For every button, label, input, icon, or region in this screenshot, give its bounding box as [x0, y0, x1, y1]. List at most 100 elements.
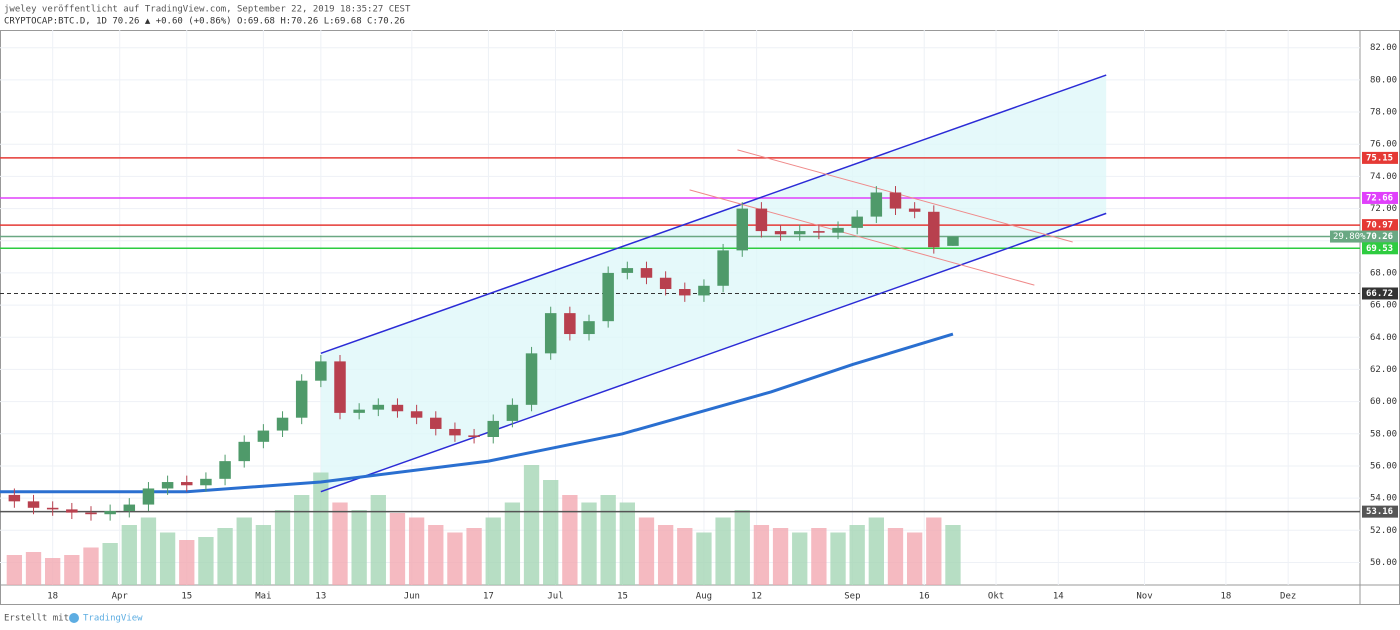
volume-bar: [868, 517, 884, 585]
volume-bar: [351, 510, 367, 585]
volume-bar: [677, 528, 693, 585]
channel-line: [320, 212, 1107, 493]
candle-body: [430, 417, 442, 429]
volume-bar: [504, 502, 521, 585]
volume-bar: [64, 555, 80, 585]
y-tick-label: 54.00: [1370, 494, 1397, 504]
volume-bar: [83, 547, 99, 585]
volume-bar: [255, 525, 272, 585]
candle-body: [295, 380, 308, 418]
volume-bar: [945, 525, 961, 585]
candle-body: [813, 231, 825, 233]
volume-bar: [600, 495, 616, 585]
level-label: 72.66: [1366, 193, 1393, 203]
x-tick-label: 17: [483, 592, 494, 602]
candle-body: [181, 482, 193, 486]
candle-body: [410, 411, 423, 418]
candle-body: [928, 211, 940, 248]
candle-body: [755, 208, 768, 232]
candle-body: [698, 285, 710, 296]
volume-bar: [294, 495, 310, 585]
volume-bar: [753, 525, 770, 585]
percent-label: 29.80%: [1333, 232, 1366, 242]
candle-body: [449, 428, 461, 436]
channel-fill: [320, 75, 1107, 492]
candle-body: [889, 192, 902, 209]
y-tick-label: 60.00: [1370, 397, 1397, 407]
y-tick-label: 80.00: [1370, 75, 1397, 85]
brand-icon: [69, 613, 79, 623]
volume-bar: [485, 517, 501, 585]
volume-bar: [102, 543, 118, 585]
x-tick-label: 14: [1053, 592, 1064, 602]
candle-body: [66, 509, 78, 513]
volume-bar: [198, 537, 214, 585]
volume-bar: [638, 517, 655, 585]
moving-average: [0, 332, 954, 494]
candle-body: [142, 488, 155, 505]
candle-body: [46, 507, 59, 510]
y-tick-label: 72.00: [1370, 204, 1397, 214]
trend-line: [689, 189, 1035, 286]
level-tag: [1362, 191, 1398, 204]
candle-body: [717, 250, 729, 286]
candle-body: [793, 231, 806, 235]
volume-bar: [906, 532, 923, 585]
volume-bar: [562, 495, 578, 585]
volume-bar: [121, 525, 137, 585]
x-tick-label: Jul: [547, 592, 563, 602]
candle-body: [621, 268, 634, 273]
header-line1: jweley veröffentlicht auf TradingView.co…: [4, 5, 411, 15]
y-tick-label: 82.00: [1370, 43, 1397, 53]
volume-bar: [466, 528, 482, 585]
candle-body: [525, 353, 538, 405]
volume-bar: [140, 517, 157, 585]
channel-line: [320, 74, 1107, 355]
volume-bar: [217, 528, 233, 585]
candle-body: [487, 420, 499, 437]
x-tick-label: Okt: [988, 592, 1004, 602]
x-tick-label: 12: [751, 592, 762, 602]
header-line2: CRYPTOCAP:BTC.D, 1D 70.26 ▲ +0.60 (+0.86…: [4, 17, 405, 27]
volume-bar: [657, 525, 674, 585]
y-tick-label: 56.00: [1370, 461, 1397, 471]
volume-bar: [45, 558, 61, 585]
percent-tag: [1330, 230, 1362, 243]
candle-body: [372, 404, 385, 410]
trend-line: [737, 149, 1073, 243]
candle-body: [353, 409, 365, 413]
level-label: 70.26: [1366, 232, 1393, 242]
volume-bar: [236, 517, 252, 585]
volume-bar: [274, 510, 291, 585]
level-label: 53.16: [1366, 507, 1393, 517]
x-tick-label: Apr: [112, 592, 129, 602]
candle-body: [257, 430, 270, 442]
candle-body: [544, 313, 557, 354]
candle-body: [161, 482, 174, 489]
x-tick-label: 15: [181, 592, 192, 602]
candle-body: [564, 313, 576, 335]
y-tick-label: 62.00: [1370, 365, 1397, 375]
candle-body: [870, 192, 883, 217]
y-tick-label: 52.00: [1370, 526, 1397, 536]
y-tick-label: 74.00: [1370, 172, 1397, 182]
candle-body: [851, 216, 863, 228]
level-label: 69.53: [1366, 244, 1393, 254]
y-tick-label: 66.00: [1370, 301, 1397, 311]
volume-bar: [581, 502, 597, 585]
x-tick-label: 13: [315, 592, 326, 602]
x-tick-label: 16: [919, 592, 930, 602]
candle-body: [200, 478, 212, 486]
volume-bar: [6, 555, 23, 585]
volume-bar: [408, 517, 425, 585]
level-tag: [1362, 242, 1398, 255]
level-tag: [1362, 219, 1398, 232]
candle-body: [8, 494, 21, 502]
level-tag: [1362, 287, 1398, 300]
volume-bar: [849, 525, 865, 585]
volume-bar: [313, 472, 329, 585]
candle-body: [315, 361, 327, 381]
x-tick-label: Dez: [1280, 592, 1296, 602]
volume-bar: [389, 513, 406, 585]
